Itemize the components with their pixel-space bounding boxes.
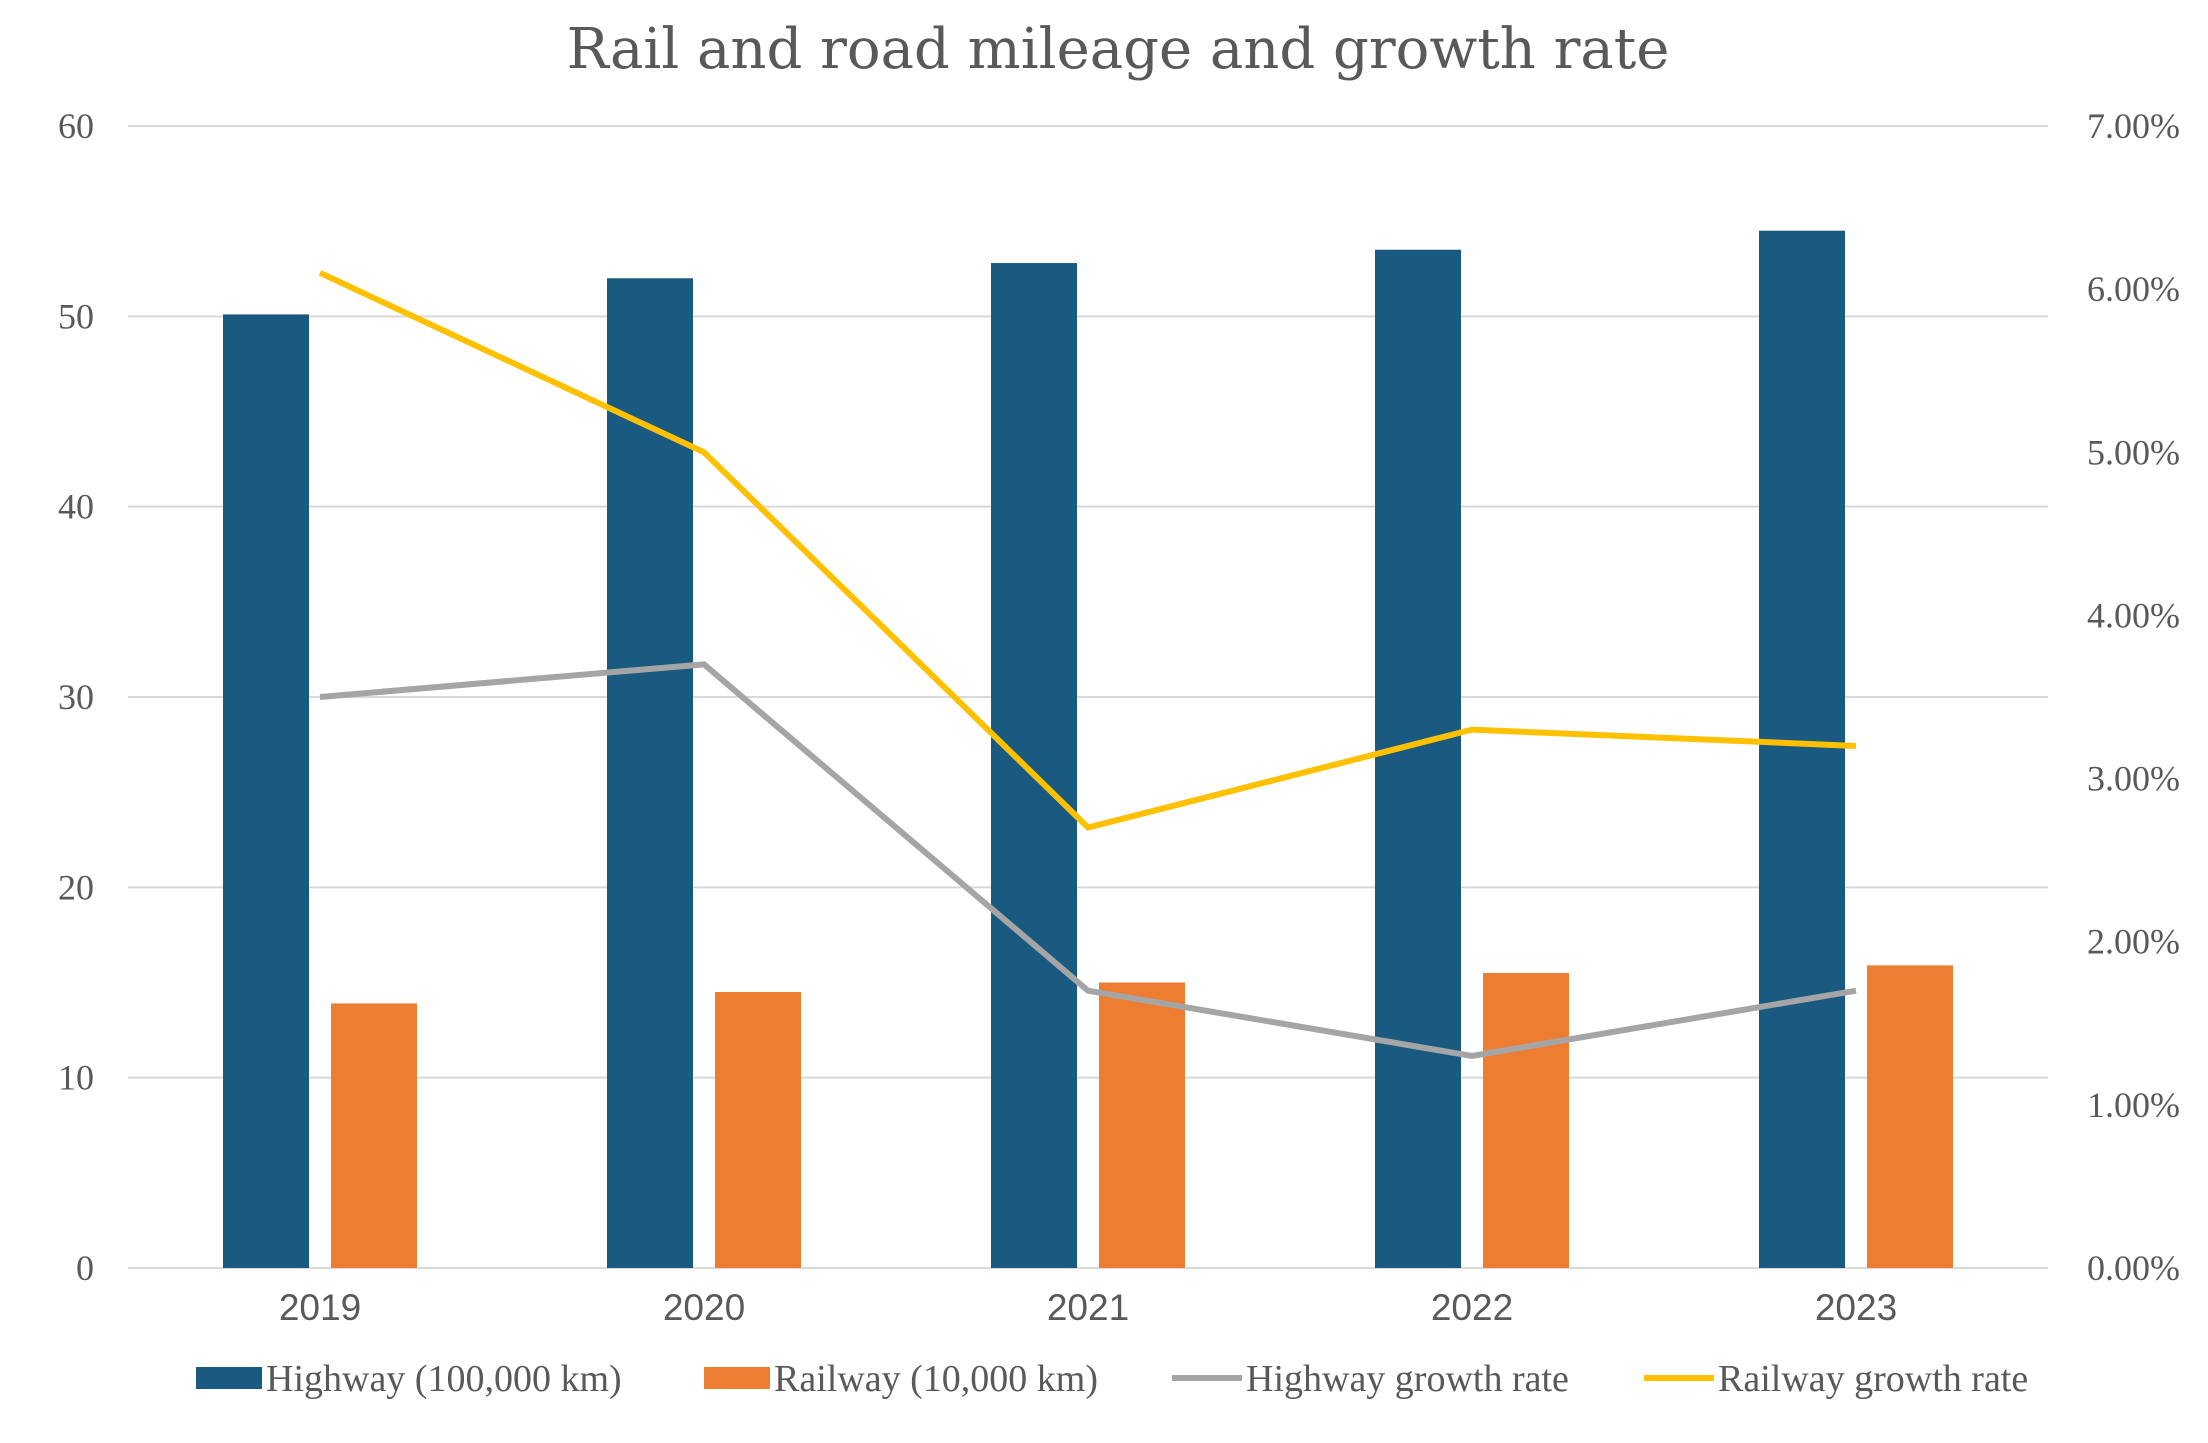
- legend-swatch: [704, 1367, 770, 1389]
- highway-growth-line: [319, 661, 1857, 1059]
- legend-label: Highway (100,000 km): [266, 1358, 622, 1400]
- right-tick-label: 1.00%: [2087, 1085, 2180, 1125]
- left-tick-label: 50: [58, 296, 94, 336]
- railway-bar: [1867, 965, 1953, 1268]
- x-axis-ticks: 2019 2020 2021 2022 2023: [279, 1287, 1897, 1328]
- legend-label: Highway growth rate: [1246, 1358, 1569, 1400]
- bar-series: [223, 230, 1953, 1268]
- railway-growth-line: [318, 270, 1857, 831]
- x-tick-label: 2020: [663, 1287, 745, 1328]
- railway-bar: [1099, 982, 1185, 1268]
- legend-label: Railway (10,000 km): [774, 1358, 1098, 1400]
- left-tick-label: 40: [58, 487, 94, 527]
- chart-title: Rail and road mileage and growth rate: [567, 17, 1670, 82]
- legend-item: Highway growth rate: [1172, 1358, 1569, 1400]
- x-tick-label: 2019: [279, 1287, 361, 1328]
- gridlines: [128, 125, 2048, 1269]
- railway-bar: [1483, 972, 1569, 1268]
- legend-swatch: [196, 1367, 262, 1389]
- right-tick-label: 6.00%: [2087, 269, 2180, 309]
- x-tick-label: 2022: [1431, 1287, 1513, 1328]
- railway-bar: [715, 992, 801, 1268]
- railway-bar: [331, 1003, 417, 1268]
- legend-item: Railway (10,000 km): [704, 1358, 1098, 1400]
- right-tick-label: 7.00%: [2087, 106, 2180, 146]
- right-tick-label: 5.00%: [2087, 432, 2180, 472]
- legend: Highway (100,000 km) Railway (10,000 km) H…: [196, 1358, 2028, 1400]
- right-tick-label: 2.00%: [2087, 922, 2180, 962]
- legend-label: Railway growth rate: [1718, 1358, 2028, 1400]
- highway-bar: [1759, 230, 1845, 1268]
- highway-bar: [223, 314, 309, 1268]
- left-tick-label: 0: [76, 1248, 94, 1288]
- left-tick-label: 20: [58, 867, 94, 907]
- left-tick-label: 30: [58, 677, 94, 717]
- right-tick-label: 3.00%: [2087, 759, 2180, 799]
- right-axis-ticks: 0.00% 1.00% 2.00% 3.00% 4.00% 5.00% 6.00% 7.00%: [2087, 106, 2180, 1288]
- highway-bar: [1375, 249, 1461, 1268]
- legend-item: Highway (100,000 km): [196, 1358, 622, 1400]
- left-tick-label: 60: [58, 106, 94, 146]
- x-tick-label: 2023: [1815, 1287, 1897, 1328]
- left-tick-label: 10: [58, 1058, 94, 1098]
- x-tick-label: 2021: [1047, 1287, 1129, 1328]
- left-axis-ticks: 0 10 20 30 40 50 60: [58, 106, 94, 1288]
- highway-bar: [991, 263, 1077, 1268]
- legend-item: Railway growth rate: [1644, 1358, 2028, 1400]
- right-tick-label: 0.00%: [2087, 1248, 2180, 1288]
- line-series: [318, 270, 1857, 1059]
- right-tick-label: 4.00%: [2087, 595, 2180, 635]
